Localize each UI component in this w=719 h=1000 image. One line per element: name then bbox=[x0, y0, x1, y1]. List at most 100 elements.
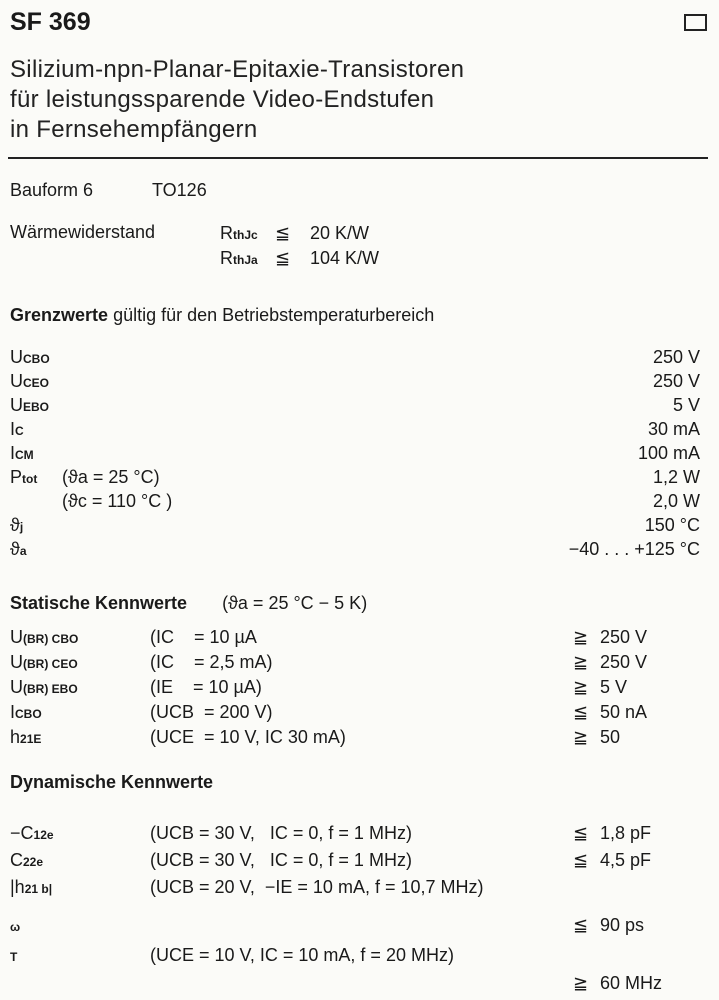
subtitle-line-3: in Fernsehempfängern bbox=[10, 116, 258, 143]
symbol-subscript: CBO bbox=[23, 352, 50, 366]
value: 1,2 W bbox=[652, 467, 700, 487]
symbol-main: ϑ bbox=[10, 539, 20, 559]
value: 2,0 W bbox=[652, 491, 700, 511]
symbol-main: |h bbox=[10, 877, 25, 897]
value: 5 V bbox=[600, 677, 628, 697]
symbol-main: −C bbox=[10, 823, 34, 843]
symbol-main: U bbox=[10, 347, 23, 367]
thermal-row: RthJa ≦ 104 K/W bbox=[10, 247, 700, 271]
relation-sign: ≧ bbox=[573, 652, 589, 672]
symbol: ω bbox=[10, 914, 20, 938]
condition: (UCB = 30 V, IC = 0, f = 1 MHz) bbox=[150, 823, 412, 843]
limits-row: (ϑc = 110 °C ) 2,0 W bbox=[10, 490, 700, 514]
subtitle-line-1: Silizium-npn-Planar-Epitaxie-Transistore… bbox=[10, 56, 465, 83]
symbol-main: I bbox=[10, 702, 16, 722]
relation-sign: ≦ bbox=[573, 915, 589, 935]
symbol: −C12e bbox=[10, 822, 54, 846]
relation-sign: ≧ bbox=[573, 677, 589, 697]
symbol-main: I bbox=[10, 443, 16, 463]
relation-sign: ≦ bbox=[573, 850, 589, 870]
symbol-subscript: (BR) EBO bbox=[23, 682, 78, 696]
subtitle-line-2: für leistungssparende Video-Endstufen bbox=[10, 86, 435, 113]
relation-sign: ≧ bbox=[573, 727, 589, 747]
symbol-subscript: CEO bbox=[23, 376, 50, 390]
symbol-subscript: 21 b| bbox=[24, 882, 53, 896]
static-row: ICBO (UCB = 200 V) ≦ 50 nA bbox=[10, 701, 700, 725]
condition: (UCB = 200 V) bbox=[150, 702, 273, 722]
symbol: RthJa bbox=[220, 247, 258, 271]
value: 30 mA bbox=[647, 419, 700, 439]
static-row: h21E (UCE = 10 V, IC 30 mA) ≧ 50 bbox=[10, 726, 700, 750]
symbol: U(BR) EBO bbox=[10, 676, 78, 700]
dynamic-row: −C12e (UCB = 30 V, IC = 0, f = 1 MHz) ≦ 1,8… bbox=[10, 822, 700, 846]
value: 60 MHz bbox=[600, 973, 663, 993]
symbol: IC bbox=[10, 418, 24, 442]
static-heading: Statische Kennwerte bbox=[10, 593, 188, 613]
condition: (IC = 2,5 mA) bbox=[150, 652, 273, 672]
symbol: RthJc bbox=[220, 222, 258, 246]
symbol-subscript: 21E bbox=[20, 732, 42, 746]
symbol-subscript: 22e bbox=[23, 855, 44, 869]
symbol-subscript: 12e bbox=[33, 828, 54, 842]
symbol-subscript: tot bbox=[22, 472, 38, 486]
static-row: U(BR) EBO (IE = 10 µA) ≧ 5 V bbox=[10, 676, 700, 700]
dynamic-row: ω ≦ 90 ps bbox=[10, 914, 700, 938]
thermal-row: RthJc ≦ 20 K/W bbox=[10, 222, 700, 246]
limits-row: Ptot (ϑa = 25 °C) 1,2 W bbox=[10, 466, 700, 490]
value: 250 V bbox=[652, 347, 700, 367]
symbol-subscript: (BR) CEO bbox=[23, 657, 78, 671]
condition: (UCE = 10 V, IC 30 mA) bbox=[150, 727, 346, 747]
limits-row: UCEO 250 V bbox=[10, 370, 700, 394]
symbol-subscript: EBO bbox=[23, 400, 50, 414]
relation-sign: ≧ bbox=[573, 973, 589, 993]
relation-sign: ≦ bbox=[573, 823, 589, 843]
symbol-main: R bbox=[220, 223, 233, 243]
symbol-subscript: thJc bbox=[233, 228, 258, 242]
value: 5 V bbox=[672, 395, 700, 415]
symbol: UCEO bbox=[10, 370, 49, 394]
dynamic-row: C22e (UCB = 30 V, IC = 0, f = 1 MHz) ≦ 4,5 … bbox=[10, 849, 700, 873]
limits-row: ϑa −40 . . . +125 °C bbox=[10, 538, 700, 562]
static-row: U(BR) CBO (IC = 10 µA ≧ 250 V bbox=[10, 626, 700, 650]
package-label: Bauform 6 bbox=[10, 180, 94, 200]
symbol: ϑj bbox=[10, 514, 23, 538]
relation-sign: ≧ bbox=[573, 627, 589, 647]
value: 50 nA bbox=[600, 702, 648, 722]
limits-row: IC 30 mA bbox=[10, 418, 700, 442]
relation-sign: ≦ bbox=[275, 223, 291, 243]
limits-heading: Grenzwerte gültig für den Betriebstemper… bbox=[10, 305, 434, 326]
symbol: Ptot bbox=[10, 466, 37, 490]
package-type: TO126 bbox=[152, 180, 207, 200]
symbol-subscript: a bbox=[19, 544, 27, 558]
value: 250 V bbox=[600, 652, 648, 672]
value: 100 mA bbox=[637, 443, 700, 463]
symbol-subscript: CBO bbox=[15, 707, 42, 721]
condition: (IE = 10 µA) bbox=[150, 677, 262, 697]
symbol: U(BR) CBO bbox=[10, 626, 78, 650]
condition: (IC = 10 µA bbox=[150, 627, 257, 647]
symbol-main: I bbox=[10, 419, 16, 439]
value: −40 . . . +125 °C bbox=[568, 539, 700, 559]
condition: (UCE = 10 V, IC = 10 mA, f = 20 MHz) bbox=[150, 945, 454, 965]
dynamic-row: |h21 b| (UCB = 20 V, −IE = 10 mA, f = 10,… bbox=[10, 876, 700, 900]
page-title: SF 369 bbox=[10, 8, 91, 36]
condition: (UCB = 30 V, IC = 0, f = 1 MHz) bbox=[150, 850, 412, 870]
value: 90 ps bbox=[600, 915, 645, 935]
symbol: UCBO bbox=[10, 346, 50, 370]
divider bbox=[8, 157, 708, 159]
dynamic-row: ≧ 60 MHz bbox=[10, 972, 700, 996]
checkbox-square-icon bbox=[684, 14, 707, 31]
limits-row: ϑj 150 °C bbox=[10, 514, 700, 538]
value: 20 K/W bbox=[310, 223, 370, 243]
value: 50 bbox=[600, 727, 621, 747]
value: 1,8 pF bbox=[600, 823, 652, 843]
dynamic-row: T (UCE = 10 V, IC = 10 mA, f = 20 MHz) bbox=[10, 944, 700, 968]
condition: (UCB = 20 V, −IE = 10 mA, f = 10,7 MHz) bbox=[150, 877, 484, 897]
value: 104 K/W bbox=[310, 248, 380, 268]
symbol-main: C bbox=[10, 850, 23, 870]
static-heading-cond: (ϑa = 25 °C − 5 K) bbox=[222, 593, 368, 613]
limits-row: UCBO 250 V bbox=[10, 346, 700, 370]
symbol-subscript: thJa bbox=[233, 253, 258, 267]
symbol-main: U bbox=[10, 652, 23, 672]
symbol-main: U bbox=[10, 677, 23, 697]
